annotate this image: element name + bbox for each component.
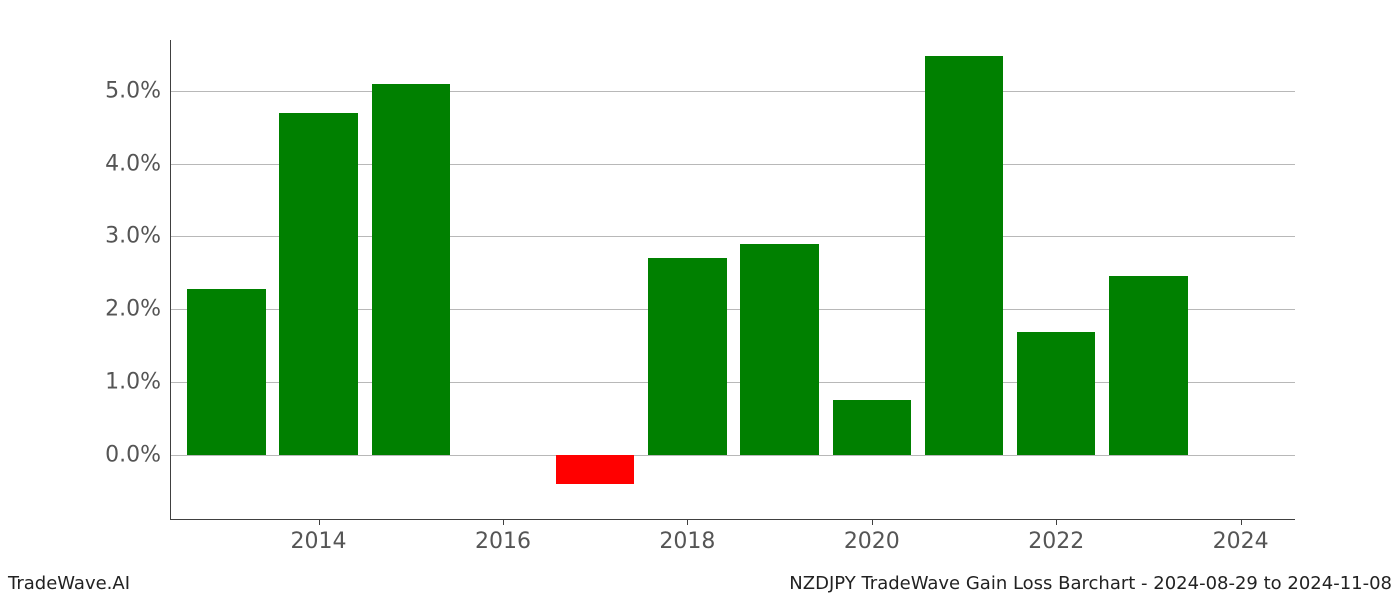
y-tick-label: 1.0% — [105, 369, 161, 394]
x-tick-mark — [872, 519, 873, 525]
footer-brand: TradeWave.AI — [8, 573, 130, 594]
x-tick-label: 2014 — [291, 529, 347, 554]
plot-area: 0.0%1.0%2.0%3.0%4.0%5.0%2014201620182020… — [170, 40, 1295, 520]
y-tick-label: 2.0% — [105, 297, 161, 322]
y-tick-label: 0.0% — [105, 442, 161, 467]
x-tick-label: 2018 — [659, 529, 715, 554]
bar-2015 — [372, 84, 450, 455]
bar-2013 — [187, 289, 265, 455]
bar-2021 — [925, 56, 1003, 455]
bar-2018 — [648, 258, 726, 454]
x-tick-label: 2020 — [844, 529, 900, 554]
barchart-container: 0.0% 1.0% 2.0% 3.0% 4.0% 5.0% 2014 2016 2018 2020… — [0, 0, 1400, 600]
x-tick-mark — [503, 519, 504, 525]
x-tick-mark — [1056, 519, 1057, 525]
x-tick-label: 2024 — [1213, 529, 1269, 554]
bar-2022 — [1017, 332, 1095, 454]
bar-2020 — [833, 400, 911, 455]
y-tick-label: 5.0% — [105, 78, 161, 103]
footer-caption: NZDJPY TradeWave Gain Loss Barchart - 20… — [789, 573, 1392, 594]
y-gridline — [171, 455, 1295, 456]
bar-2023 — [1109, 276, 1187, 455]
y-tick-label: 3.0% — [105, 224, 161, 249]
y-gridline — [171, 91, 1295, 92]
bar-2014 — [279, 113, 357, 455]
y-tick-label: 4.0% — [105, 151, 161, 176]
x-tick-mark — [687, 519, 688, 525]
bar-2019 — [740, 244, 818, 455]
x-tick-label: 2016 — [475, 529, 531, 554]
x-tick-mark — [319, 519, 320, 525]
x-tick-mark — [1241, 519, 1242, 525]
bar-2017 — [556, 455, 634, 484]
x-tick-label: 2022 — [1028, 529, 1084, 554]
